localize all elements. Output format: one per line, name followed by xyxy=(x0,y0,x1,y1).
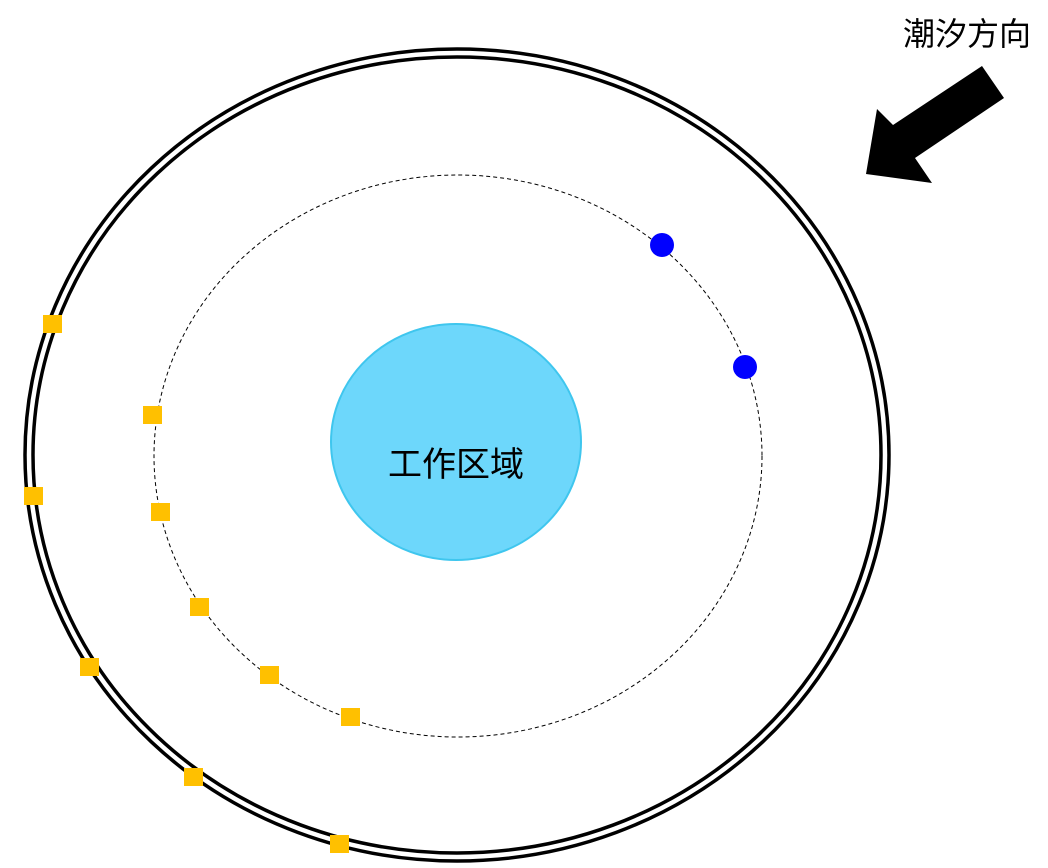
yellow-square-marker xyxy=(80,658,99,676)
yellow-square-marker xyxy=(184,768,203,786)
outer-double-ring xyxy=(23,47,891,863)
outer-ring-yellow-markers xyxy=(24,315,349,853)
tide-direction-label: 潮汐方向 xyxy=(903,15,1031,53)
yellow-square-marker xyxy=(143,406,162,424)
outer-ring-outer-line xyxy=(23,47,891,863)
yellow-square-marker xyxy=(341,708,360,726)
outer-ring-inner-line xyxy=(31,55,883,855)
inner-ring-blue-markers xyxy=(650,233,757,379)
blue-dot-marker xyxy=(650,233,674,257)
blue-dot-marker xyxy=(733,355,757,379)
yellow-square-marker xyxy=(260,666,279,684)
tide-direction-arrow-icon xyxy=(866,66,1004,183)
work-zone-circle xyxy=(330,323,582,561)
yellow-square-marker xyxy=(330,835,349,853)
inner-ring-yellow-markers xyxy=(143,406,360,726)
work-zone-label: 工作区域 xyxy=(388,445,524,485)
yellow-square-marker xyxy=(43,315,62,333)
yellow-square-marker xyxy=(151,503,170,521)
yellow-square-marker xyxy=(24,487,43,505)
dashed-inner-ring xyxy=(153,174,763,738)
yellow-square-marker xyxy=(190,598,209,616)
